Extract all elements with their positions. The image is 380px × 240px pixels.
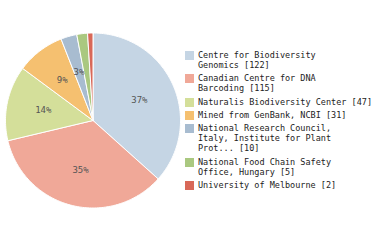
html-text:University of Melbourne [2]: University of Melbourne [2] [198,179,337,190]
html-text:Centre for Biodiversity Genomi: Centre for Biodiversity Genomics [122] [198,49,316,71]
html-text:Mined from GenBank, NCBI [31]: Mined from GenBank, NCBI [31] [198,109,347,120]
html-text:National Research Council, Ita: National Research Council, Italy, Instit… [198,123,332,154]
html-text:National Food Chain Safety Off: National Food Chain Safety Office, Hunga… [198,156,332,177]
html-text:Canadian Centre for DNA Barcod: Canadian Centre for DNA Barcoding [115] [198,73,316,94]
svg-text:14%: 14% [35,105,52,115]
svg-text:3%: 3% [74,67,85,77]
svg-text:37%: 37% [131,95,148,105]
svg-text:35%: 35% [72,165,89,175]
svg-text:9%: 9% [57,75,68,85]
html-text:Naturalis Biodiversity Center: Naturalis Biodiversity Center [47] [198,96,372,107]
